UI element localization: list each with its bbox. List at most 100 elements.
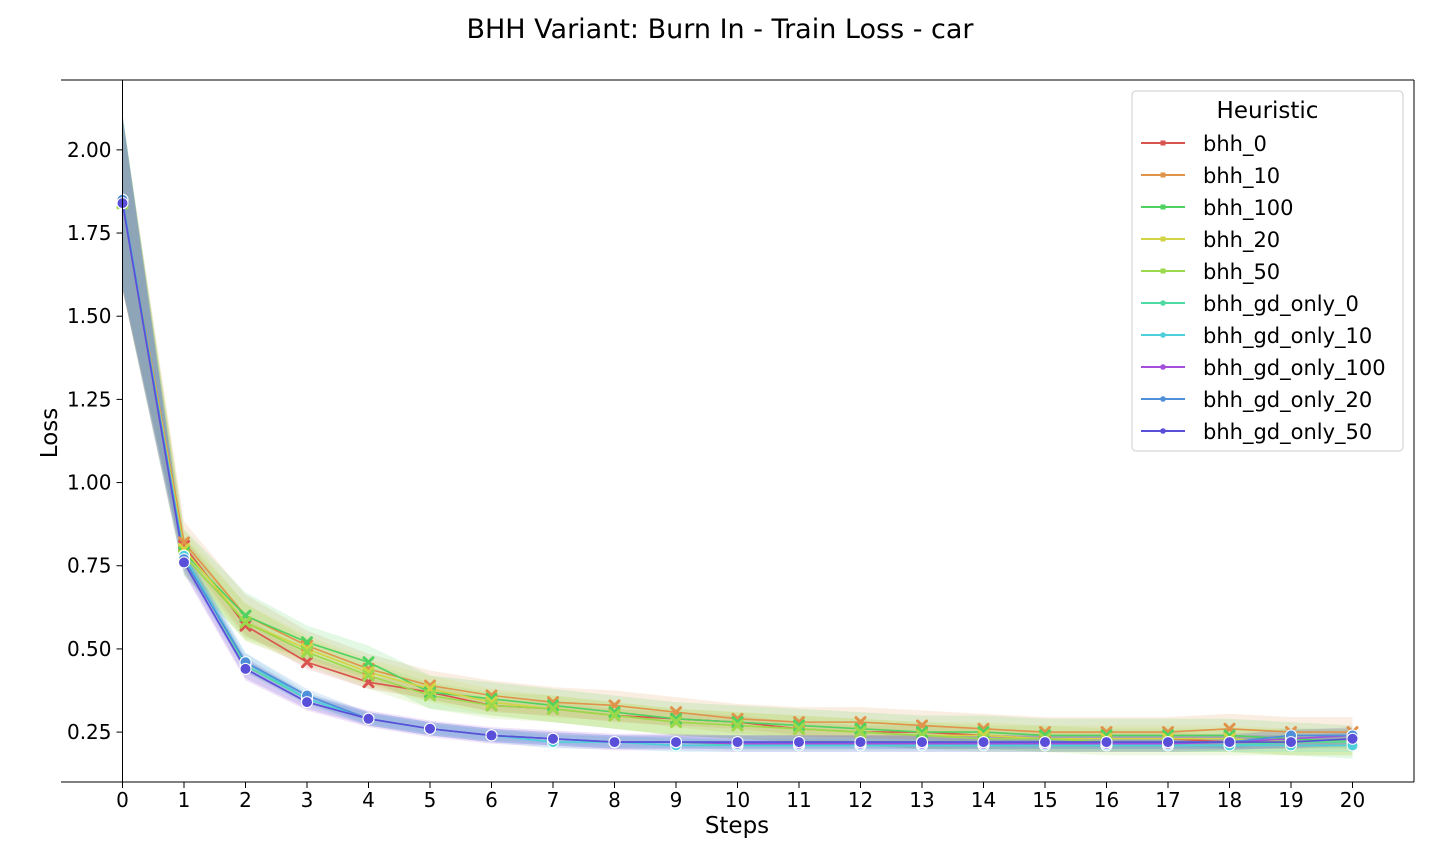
- point-bhh_gd_only_50: [608, 736, 621, 749]
- legend-marker-bhh_gd_only_0: [1160, 300, 1166, 306]
- legend-marker-bhh_gd_only_100: [1160, 364, 1166, 370]
- point-bhh_50: [239, 616, 252, 629]
- point-bhh_20: [301, 642, 313, 655]
- legend-marker-bhh_100: [1160, 204, 1166, 210]
- point-bhh_100: [793, 719, 805, 732]
- point-bhh_gd_only_50: [854, 736, 867, 749]
- legend-title: Heuristic: [1217, 98, 1319, 124]
- y-axis-label: Loss: [37, 408, 63, 458]
- point-bhh_50: [731, 719, 744, 732]
- x-tick-label: 11: [786, 788, 811, 812]
- point-bhh_gd_only_50: [1162, 736, 1174, 749]
- y-tick-label: 1.75: [67, 221, 112, 245]
- x-tick-label: 3: [301, 788, 314, 812]
- point-bhh_gd_only_50: [1100, 736, 1113, 749]
- point-bhh_50: [608, 709, 621, 722]
- point-bhh_gd_only_50: [547, 732, 559, 745]
- point-bhh_gd_only_50: [1223, 736, 1236, 749]
- x-tick-label: 10: [725, 788, 750, 812]
- legend-marker-bhh_50: [1160, 268, 1166, 274]
- x-tick-label: 19: [1278, 788, 1303, 812]
- legend-marker-bhh_0: [1160, 140, 1166, 146]
- legend-marker-bhh_gd_only_10: [1160, 332, 1166, 338]
- point-bhh_50: [485, 699, 498, 712]
- x-tick-label: 9: [670, 788, 683, 812]
- x-tick-label: 14: [971, 788, 996, 812]
- point-bhh_100: [731, 716, 744, 729]
- point-bhh_gd_only_50: [731, 736, 744, 749]
- axes: 0 1 2 3 4 5 6 7 8 9 10 11 12 13 14 15 16 17 18 19 200.250.50…: [61, 79, 1415, 812]
- point-bhh_gd_only_50: [1285, 736, 1297, 749]
- x-tick-label: 16: [1094, 788, 1119, 812]
- legend-marker-bhh_gd_only_20: [1160, 396, 1166, 402]
- point-bhh_100: [916, 726, 928, 739]
- point-bhh_100: [670, 712, 682, 725]
- point-bhh_gd_only_50: [977, 736, 990, 749]
- y-tick-label: 0.25: [67, 720, 112, 744]
- y-tick-label: 1.00: [67, 471, 112, 495]
- x-tick-label: 18: [1217, 788, 1242, 812]
- y-tick-label: 0.50: [67, 637, 112, 661]
- x-tick-label: 12: [848, 788, 873, 812]
- point-bhh_50: [362, 669, 375, 682]
- point-bhh_50: [547, 702, 559, 715]
- legend-label-bhh_gd_only_10: bhh_gd_only_10: [1203, 324, 1372, 349]
- y-tick-label: 2.00: [67, 138, 112, 162]
- point-bhh_100: [547, 699, 559, 712]
- legend-label-bhh_10: bhh_10: [1203, 164, 1280, 189]
- point-bhh_gd_only_50: [178, 556, 190, 569]
- legend-box: [1131, 90, 1404, 452]
- point-bhh_50: [854, 726, 867, 739]
- point-bhh_50: [424, 689, 436, 702]
- x-tick-label: 6: [485, 788, 498, 812]
- x-tick-label: 13: [909, 788, 934, 812]
- point-bhh_100: [854, 722, 867, 735]
- point-bhh_gd_only_50: [239, 662, 252, 675]
- legend: Heuristic bhh_0 bhh_10 bhh_100 bhh_20 bhh_50b…: [1131, 90, 1404, 452]
- point-bhh_100: [424, 686, 436, 699]
- legend-marker-bhh_20: [1160, 236, 1166, 242]
- point-bhh_0: [239, 619, 252, 632]
- x-tick-label: 4: [362, 788, 375, 812]
- point-bhh_20: [485, 696, 498, 709]
- legend-label-bhh_gd_only_50: bhh_gd_only_50: [1203, 420, 1372, 445]
- legend-label-bhh_50: bhh_50: [1203, 260, 1280, 285]
- point-bhh_0: [301, 656, 313, 669]
- legend-label-bhh_0: bhh_0: [1203, 132, 1267, 157]
- x-tick-label: 1: [178, 788, 191, 812]
- point-bhh_100: [362, 656, 375, 669]
- y-tick-label: 1.25: [67, 387, 112, 411]
- point-bhh_gd_only_50: [301, 696, 313, 709]
- point-bhh_gd_only_50: [362, 712, 375, 725]
- series-markers: [116, 193, 1359, 752]
- point-bhh_gd_only_50: [916, 736, 928, 749]
- point-bhh_50: [670, 716, 682, 729]
- point-bhh_50: [793, 722, 805, 735]
- legend-label-bhh_gd_only_20: bhh_gd_only_20: [1203, 388, 1372, 413]
- legend-marker-bhh_10: [1160, 172, 1166, 178]
- y-tick-label: 1.50: [67, 304, 112, 328]
- x-tick-label: 20: [1340, 788, 1365, 812]
- x-tick-label: 0: [116, 788, 129, 812]
- x-tick-label: 2: [239, 788, 252, 812]
- x-tick-label: 17: [1155, 788, 1180, 812]
- point-bhh_20: [362, 666, 375, 679]
- x-tick-label: 8: [608, 788, 621, 812]
- point-bhh_gd_only_50: [485, 729, 498, 742]
- legend-label-bhh_gd_only_100: bhh_gd_only_100: [1203, 356, 1386, 381]
- point-bhh_gd_only_50: [793, 736, 805, 749]
- legend-label-bhh_20: bhh_20: [1203, 228, 1280, 253]
- legend-label-bhh_gd_only_0: bhh_gd_only_0: [1203, 292, 1359, 317]
- chart-title: BHH Variant: Burn In - Train Loss - car: [466, 14, 974, 45]
- point-bhh_gd_only_50: [1039, 736, 1051, 749]
- x-axis-label: Steps: [705, 813, 769, 839]
- point-bhh_gd_only_50: [670, 736, 682, 749]
- point-bhh_gd_only_50: [1346, 732, 1359, 745]
- x-tick-label: 15: [1032, 788, 1057, 812]
- x-tick-label: 5: [424, 788, 437, 812]
- point-bhh_100: [608, 706, 621, 719]
- point-bhh_gd_only_50: [424, 722, 436, 735]
- y-tick-label: 0.75: [67, 554, 112, 578]
- point-bhh_50: [301, 646, 313, 659]
